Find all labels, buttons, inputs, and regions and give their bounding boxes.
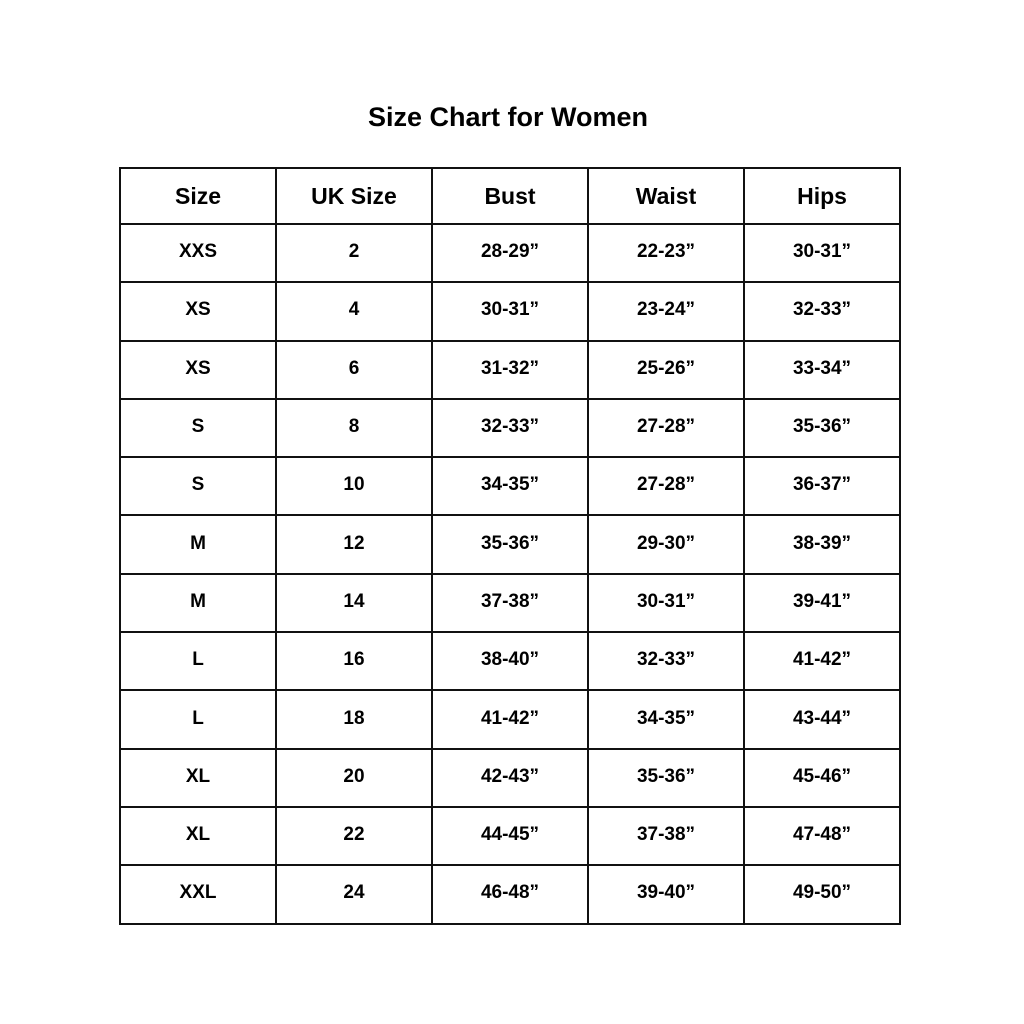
cell-size: XL	[119, 805, 277, 867]
cell-waist: 30-31”	[587, 572, 745, 634]
cell-hips: 45-46”	[743, 747, 901, 808]
cell-bust: 42-43”	[431, 747, 589, 808]
column-header-size: Size	[119, 167, 277, 225]
cell-hips: 30-31”	[743, 222, 901, 284]
cell-hips: 43-44”	[743, 689, 901, 750]
page-title: Size Chart for Women	[367, 102, 649, 132]
table-row: XL 20 42-43” 35-36” 45-46”	[119, 747, 901, 808]
cell-size: L	[119, 689, 277, 750]
cell-uk-size: 10	[275, 456, 433, 517]
size-chart-table: Size UK Size Bust Waist Hips XXS 2 28-29” 22-23…	[119, 167, 901, 925]
table-row: XS 6 31-32” 25-26” 33-34”	[119, 339, 901, 400]
cell-size: XL	[119, 747, 277, 808]
cell-hips: 38-39”	[743, 514, 901, 575]
column-header-waist: Waist	[587, 167, 745, 225]
cell-bust: 28-29”	[431, 222, 589, 284]
cell-bust: 38-40”	[431, 631, 589, 692]
cell-waist: 22-23”	[587, 222, 745, 284]
column-header-hips: Hips	[743, 167, 901, 225]
cell-hips: 47-48”	[743, 805, 901, 867]
cell-bust: 37-38”	[431, 572, 589, 634]
cell-waist: 27-28”	[587, 397, 745, 459]
cell-hips: 39-41”	[743, 572, 901, 634]
cell-waist: 27-28”	[587, 456, 745, 517]
cell-waist: 34-35”	[587, 689, 745, 750]
cell-uk-size: 22	[275, 805, 433, 867]
cell-bust: 44-45”	[431, 805, 589, 867]
cell-hips: 36-37”	[743, 456, 901, 517]
column-header-bust: Bust	[431, 167, 589, 225]
cell-uk-size: 14	[275, 572, 433, 634]
cell-hips: 41-42”	[743, 631, 901, 692]
cell-waist: 39-40”	[587, 864, 745, 925]
cell-bust: 34-35”	[431, 456, 589, 517]
cell-hips: 49-50”	[743, 864, 901, 925]
cell-uk-size: 2	[275, 222, 433, 284]
cell-uk-size: 4	[275, 281, 433, 342]
cell-bust: 41-42”	[431, 689, 589, 750]
table-row: L 18 41-42” 34-35” 43-44”	[119, 689, 901, 750]
cell-uk-size: 12	[275, 514, 433, 575]
table-row: S 8 32-33” 27-28” 35-36”	[119, 397, 901, 459]
cell-bust: 32-33”	[431, 397, 589, 459]
cell-waist: 37-38”	[587, 805, 745, 867]
cell-size: M	[119, 514, 277, 575]
column-header-uk-size: UK Size	[275, 167, 433, 225]
cell-bust: 30-31”	[431, 281, 589, 342]
table-row: S 10 34-35” 27-28” 36-37”	[119, 456, 901, 517]
cell-uk-size: 24	[275, 864, 433, 925]
cell-uk-size: 8	[275, 397, 433, 459]
cell-uk-size: 18	[275, 689, 433, 750]
cell-waist: 25-26”	[587, 339, 745, 400]
table-row: L 16 38-40” 32-33” 41-42”	[119, 631, 901, 692]
table-row: M 12 35-36” 29-30” 38-39”	[119, 514, 901, 575]
cell-size: XXL	[119, 864, 277, 925]
table-header-row: Size UK Size Bust Waist Hips	[119, 167, 901, 225]
cell-waist: 29-30”	[587, 514, 745, 575]
cell-bust: 31-32”	[431, 339, 589, 400]
table-row: XS 4 30-31” 23-24” 32-33”	[119, 281, 901, 342]
table-row: XXL 24 46-48” 39-40” 49-50”	[119, 864, 901, 925]
cell-waist: 35-36”	[587, 747, 745, 808]
cell-size: XS	[119, 281, 277, 342]
table-row: M 14 37-38” 30-31” 39-41”	[119, 572, 901, 634]
cell-size: L	[119, 631, 277, 692]
cell-bust: 35-36”	[431, 514, 589, 575]
cell-size: M	[119, 572, 277, 634]
table-row: XXS 2 28-29” 22-23” 30-31”	[119, 222, 901, 284]
cell-size: XS	[119, 339, 277, 400]
cell-uk-size: 6	[275, 339, 433, 400]
cell-hips: 32-33”	[743, 281, 901, 342]
table-row: XL 22 44-45” 37-38” 47-48”	[119, 805, 901, 867]
table-body: XXS 2 28-29” 22-23” 30-31” XS 4 30-31” 23-24” 32-…	[119, 222, 901, 925]
cell-uk-size: 20	[275, 747, 433, 808]
cell-uk-size: 16	[275, 631, 433, 692]
cell-size: S	[119, 456, 277, 517]
cell-hips: 33-34”	[743, 339, 901, 400]
cell-waist: 32-33”	[587, 631, 745, 692]
cell-hips: 35-36”	[743, 397, 901, 459]
cell-size: XXS	[119, 222, 277, 284]
cell-size: S	[119, 397, 277, 459]
cell-waist: 23-24”	[587, 281, 745, 342]
cell-bust: 46-48”	[431, 864, 589, 925]
